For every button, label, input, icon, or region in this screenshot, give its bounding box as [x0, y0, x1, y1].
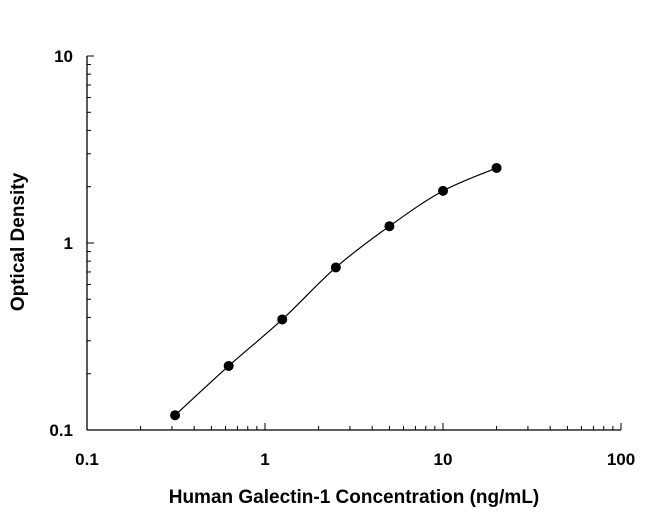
data-point — [438, 185, 448, 196]
y-tick-label: 0.1 — [49, 421, 73, 440]
y-tick-label: 1 — [64, 234, 73, 253]
data-point — [384, 221, 395, 232]
x-axis-title: Human Galectin-1 Concentration (ng/mL) — [169, 487, 540, 508]
x-axis: 0.1 1 10 100 — [75, 423, 635, 469]
y-axis: 0.1 1 10 — [49, 47, 94, 440]
data-point — [491, 162, 502, 173]
x-tick-label: 100 — [607, 450, 635, 469]
y-axis-title: Optical Density — [8, 172, 29, 311]
data-point — [330, 262, 341, 273]
data-point — [277, 314, 288, 325]
x-tick-label: 1 — [260, 450, 269, 469]
data-point — [223, 360, 234, 371]
data-point — [170, 410, 181, 421]
data-points — [170, 162, 502, 421]
fit-curve — [174, 167, 497, 416]
x-tick-label: 10 — [434, 450, 453, 469]
x-tick-label: 0.1 — [75, 450, 99, 469]
y-tick-label: 10 — [54, 47, 73, 66]
